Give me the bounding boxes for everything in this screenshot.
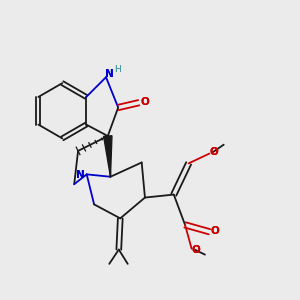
Text: H: H xyxy=(115,65,121,74)
Text: O: O xyxy=(192,245,201,255)
Text: O: O xyxy=(210,147,219,157)
Text: N: N xyxy=(105,69,114,79)
Polygon shape xyxy=(103,136,112,177)
Text: O: O xyxy=(210,226,219,236)
Text: O: O xyxy=(210,226,219,236)
Text: H: H xyxy=(115,65,121,74)
Text: O: O xyxy=(192,245,201,255)
Text: O: O xyxy=(210,147,219,157)
Text: N: N xyxy=(76,170,85,180)
Text: N: N xyxy=(76,170,85,180)
Text: O: O xyxy=(141,97,150,107)
Text: O: O xyxy=(141,97,150,107)
Text: N: N xyxy=(105,69,114,79)
